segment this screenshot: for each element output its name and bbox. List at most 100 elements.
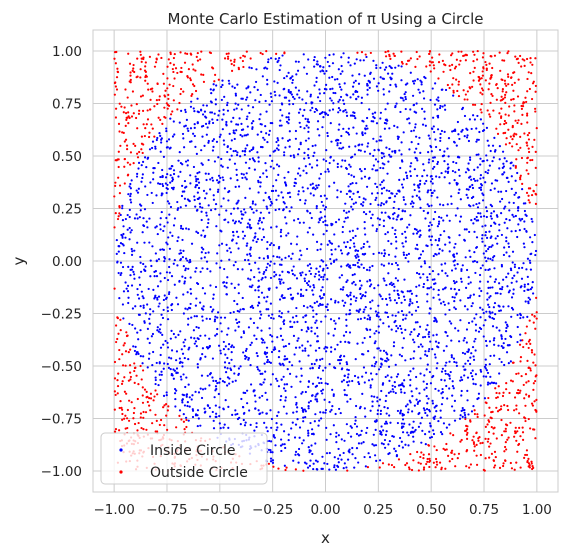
inside-point (283, 202, 286, 205)
outside-point (526, 134, 529, 137)
inside-point (428, 158, 431, 161)
outside-point (166, 77, 169, 80)
inside-point (257, 286, 260, 289)
inside-point (354, 201, 358, 204)
inside-point (286, 139, 290, 142)
inside-point (309, 344, 312, 347)
inside-point (384, 399, 387, 403)
inside-point (383, 438, 387, 442)
inside-point (159, 331, 162, 334)
outside-point (492, 459, 496, 463)
inside-point (137, 167, 140, 170)
inside-point (340, 165, 343, 168)
inside-point (465, 136, 469, 139)
inside-point (278, 256, 281, 259)
inside-point (173, 217, 177, 220)
inside-point (399, 166, 402, 170)
inside-point (514, 191, 518, 194)
outside-point (532, 190, 535, 193)
inside-point (322, 158, 325, 161)
inside-point (345, 264, 348, 267)
inside-point (323, 398, 326, 401)
inside-point (445, 345, 448, 348)
outside-point (534, 408, 537, 412)
inside-point (244, 349, 248, 352)
inside-point (244, 196, 247, 200)
inside-point (395, 85, 398, 88)
inside-point (441, 367, 444, 370)
inside-point (150, 146, 154, 150)
inside-point (401, 346, 404, 349)
inside-point (215, 262, 218, 265)
inside-point (372, 164, 375, 167)
inside-point (381, 297, 384, 301)
inside-point (253, 389, 256, 392)
outside-point (448, 64, 451, 67)
inside-point (139, 355, 142, 358)
inside-point (375, 66, 378, 70)
outside-point (523, 64, 526, 67)
inside-point (214, 404, 217, 407)
inside-point (298, 346, 301, 349)
inside-point (254, 99, 257, 102)
inside-point (512, 292, 515, 295)
outside-point (230, 69, 234, 72)
outside-point (465, 424, 468, 427)
inside-point (290, 427, 293, 430)
inside-point (307, 121, 310, 124)
inside-point (440, 263, 443, 266)
outside-point (433, 445, 436, 448)
inside-point (256, 354, 259, 358)
inside-point (166, 346, 170, 349)
inside-point (490, 212, 493, 215)
inside-point (287, 171, 290, 174)
outside-point (471, 103, 475, 106)
outside-point (437, 61, 441, 64)
outside-point (400, 50, 403, 53)
inside-point (300, 374, 303, 377)
inside-point (230, 282, 233, 285)
inside-point (305, 282, 309, 285)
inside-point (212, 89, 215, 92)
inside-point (199, 387, 202, 390)
inside-point (137, 297, 141, 300)
outside-point (115, 50, 118, 54)
inside-point (453, 255, 456, 258)
inside-point (402, 245, 405, 248)
inside-point (292, 102, 295, 106)
inside-point (285, 116, 288, 119)
outside-point (477, 439, 480, 442)
inside-point (394, 235, 398, 239)
inside-point (246, 96, 249, 99)
inside-point (475, 140, 478, 143)
inside-point (369, 386, 372, 389)
inside-point (351, 229, 354, 232)
inside-point (505, 251, 508, 254)
inside-point (257, 295, 260, 299)
inside-point (352, 280, 355, 284)
inside-point (283, 176, 286, 179)
inside-point (205, 192, 208, 195)
outside-point (527, 199, 530, 202)
inside-point (142, 217, 145, 220)
inside-point (263, 138, 266, 141)
outside-point (124, 124, 127, 127)
inside-point (232, 264, 235, 267)
inside-point (144, 185, 147, 188)
inside-point (214, 315, 217, 318)
outside-point (521, 431, 525, 434)
outside-point (117, 165, 120, 169)
inside-point (194, 186, 197, 189)
inside-point (234, 185, 237, 188)
inside-point (289, 287, 292, 290)
inside-point (467, 204, 471, 207)
inside-point (369, 372, 373, 375)
inside-point (330, 242, 334, 245)
outside-point (450, 451, 453, 454)
outside-point (116, 337, 119, 341)
inside-point (379, 117, 382, 120)
outside-point (534, 437, 537, 440)
inside-point (357, 149, 360, 152)
inside-point (401, 431, 405, 434)
outside-point (121, 353, 124, 356)
